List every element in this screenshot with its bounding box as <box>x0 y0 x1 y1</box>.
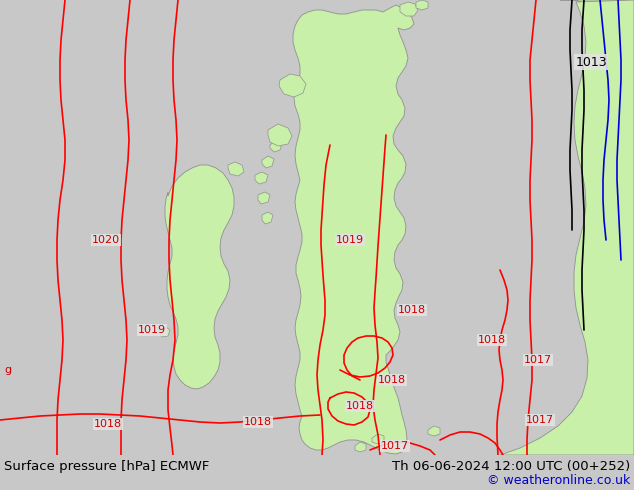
Text: 1019: 1019 <box>336 235 364 245</box>
Text: 1018: 1018 <box>398 305 426 315</box>
Polygon shape <box>262 156 274 168</box>
Text: Surface pressure [hPa] ECMWF: Surface pressure [hPa] ECMWF <box>4 460 209 472</box>
Polygon shape <box>258 192 270 204</box>
Polygon shape <box>270 140 282 152</box>
Text: 1017: 1017 <box>381 441 409 451</box>
Polygon shape <box>428 426 440 436</box>
Text: 1017: 1017 <box>524 355 552 365</box>
Polygon shape <box>160 327 170 337</box>
Text: 1018: 1018 <box>346 401 374 411</box>
Polygon shape <box>416 0 428 10</box>
Text: 1017: 1017 <box>526 415 554 425</box>
Polygon shape <box>165 165 234 389</box>
Text: © weatheronline.co.uk: © weatheronline.co.uk <box>487 473 630 487</box>
Text: 1018: 1018 <box>478 335 506 345</box>
Text: 1018: 1018 <box>378 375 406 385</box>
Polygon shape <box>262 212 273 224</box>
Polygon shape <box>500 0 634 455</box>
Polygon shape <box>355 442 366 452</box>
Text: 1020: 1020 <box>92 235 120 245</box>
Polygon shape <box>400 2 418 16</box>
Text: g: g <box>4 365 11 375</box>
Polygon shape <box>255 172 268 184</box>
Polygon shape <box>385 441 396 451</box>
Polygon shape <box>268 124 292 146</box>
Text: 1019: 1019 <box>138 325 166 335</box>
Polygon shape <box>228 162 244 176</box>
Text: 1013: 1013 <box>575 55 607 69</box>
Polygon shape <box>279 74 306 97</box>
Polygon shape <box>293 5 414 454</box>
Text: 1018: 1018 <box>244 417 272 427</box>
Polygon shape <box>560 0 634 455</box>
Text: Th 06-06-2024 12:00 UTC (00+252): Th 06-06-2024 12:00 UTC (00+252) <box>392 460 630 472</box>
Polygon shape <box>372 434 384 444</box>
Text: 1018: 1018 <box>94 419 122 429</box>
